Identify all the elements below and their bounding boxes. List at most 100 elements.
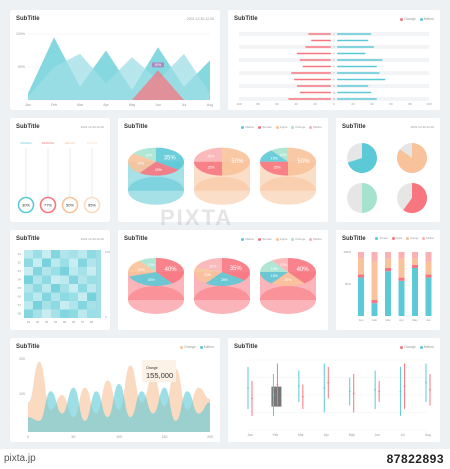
legend-item: Mellon bbox=[313, 237, 322, 241]
x-tick-label: 60 bbox=[275, 102, 279, 106]
stack-segment bbox=[398, 252, 405, 259]
heatmap-cell bbox=[51, 250, 60, 259]
heatmap-cell bbox=[87, 267, 96, 276]
x-tick-label: Jul bbox=[182, 103, 187, 107]
heatmap-cell bbox=[69, 301, 78, 310]
x-tick-label: May bbox=[349, 433, 355, 437]
legend: Tomato Apple Orange Mellon bbox=[372, 237, 434, 240]
row-label: 06 bbox=[18, 295, 22, 299]
range-midpoint bbox=[297, 385, 300, 388]
heatmap-cell bbox=[78, 258, 87, 267]
slice-label: 20% bbox=[284, 278, 291, 282]
col-label: 06 bbox=[72, 320, 76, 324]
heatmap-cell bbox=[78, 250, 87, 259]
heatmap-cell bbox=[69, 267, 78, 276]
range-midpoint bbox=[403, 385, 406, 388]
pie-slice bbox=[397, 143, 427, 173]
legend-item: Mellon bbox=[426, 237, 434, 241]
lollipop-chart: MANGO 30% BANANA 77% MELON 50% PEACH 95% bbox=[17, 141, 101, 214]
x-tick-label: 40 bbox=[294, 102, 298, 106]
stack-segment bbox=[425, 261, 432, 275]
bar-right bbox=[337, 98, 377, 100]
slice-label: 10% bbox=[280, 263, 287, 267]
row-label: 11 bbox=[333, 98, 336, 101]
heatmap-cell bbox=[60, 292, 69, 301]
heatmap-cell bbox=[87, 292, 96, 301]
panel-title: SubTitle bbox=[124, 236, 148, 242]
heatmap-cell bbox=[69, 250, 78, 259]
stack-segment bbox=[371, 300, 378, 304]
legend: Mellon Tomato Apple Orange Mellon bbox=[238, 237, 322, 241]
row-band bbox=[239, 71, 429, 75]
heatmap-cell bbox=[42, 258, 51, 267]
legend: Orange Mellon bbox=[397, 345, 434, 349]
slice-label: 25% bbox=[137, 161, 144, 165]
heatmap-cell bbox=[24, 284, 33, 293]
callout-label: Orange bbox=[146, 366, 158, 370]
heatmap-cell bbox=[42, 301, 51, 310]
pie-slice bbox=[128, 260, 156, 277]
legend-item: Orange bbox=[409, 237, 419, 241]
pie-slice bbox=[260, 161, 288, 176]
stack-segment bbox=[412, 264, 418, 268]
slice-label: 20% bbox=[204, 273, 211, 277]
cylinder-bottom bbox=[128, 286, 184, 314]
footer: pixta.jp 87822893 bbox=[0, 449, 450, 469]
range-midpoint bbox=[348, 390, 351, 393]
heatmap-cell bbox=[87, 301, 96, 310]
row-label: 6 bbox=[333, 66, 335, 69]
heatmap-cell bbox=[33, 267, 42, 276]
pie-slice bbox=[129, 272, 173, 286]
heatmap-cell bbox=[24, 258, 33, 267]
panel-date: 2001.12.30.12.00 bbox=[186, 17, 214, 21]
row-band bbox=[239, 90, 429, 95]
col-label: 08 bbox=[90, 320, 94, 324]
stack-segment bbox=[398, 280, 405, 316]
row-band bbox=[239, 45, 429, 49]
heatmap-cell bbox=[24, 292, 33, 301]
pie-slice bbox=[288, 258, 317, 284]
bar-left bbox=[299, 91, 331, 94]
category-label: MELON bbox=[65, 141, 76, 145]
heatmap-cell bbox=[69, 309, 78, 318]
row-label: 08 bbox=[18, 312, 22, 316]
pie-slice bbox=[362, 183, 377, 213]
cylinder-bottom bbox=[260, 176, 316, 205]
pie-slice bbox=[133, 147, 156, 162]
hbar-chart: 1 2 3 4 5 6 7 8 9 10 11 100 80 60 40 20 0 20 40 60 80 100 bbox=[236, 32, 432, 106]
slice-label: 25% bbox=[208, 166, 215, 170]
row-band bbox=[239, 58, 429, 62]
heatmap-cell bbox=[33, 250, 42, 259]
row-label: 2 bbox=[333, 40, 335, 43]
panel-title: SubTitle bbox=[234, 16, 258, 22]
legend: Mellon Tomato Apple Orange Mellon bbox=[238, 125, 322, 129]
stack-segment bbox=[385, 252, 391, 259]
slice-label: 15% bbox=[146, 153, 153, 157]
heatmap-cell bbox=[78, 309, 87, 318]
slice-label: 15% bbox=[271, 267, 278, 271]
range-midpoint bbox=[374, 388, 377, 391]
stacked-panel: SubTitle Tomato Apple Orange Mellon 100%… bbox=[336, 230, 440, 330]
slice-label: 10% bbox=[280, 153, 287, 157]
row-label: 03 bbox=[18, 269, 22, 273]
value-label: 95% bbox=[88, 203, 96, 208]
heatmap-cell bbox=[78, 292, 87, 301]
bar-left bbox=[299, 59, 331, 61]
legend: Orange Mellon bbox=[397, 17, 434, 21]
bar-right bbox=[337, 46, 375, 48]
y-tick-label: 200 bbox=[19, 357, 25, 361]
pie3d-panel-a: SubTitle Mellon Tomato Apple Orange Mell… bbox=[118, 118, 328, 222]
x-tick-label: Jan bbox=[25, 103, 31, 107]
stack-segment bbox=[371, 252, 378, 262]
heatmap-cell bbox=[51, 267, 60, 276]
pie3d-chart: 35%25%25%15%50%25%25%50%25%15%10% bbox=[128, 147, 316, 205]
pie-slice bbox=[288, 147, 316, 176]
panel-title: SubTitle bbox=[16, 344, 40, 350]
heatmap-cell bbox=[51, 258, 60, 267]
heatmap-cell bbox=[51, 292, 60, 301]
legend-item: Tomato bbox=[379, 237, 388, 241]
watermark-text: PIXTA bbox=[160, 205, 234, 230]
heatmap-cell bbox=[69, 292, 78, 301]
pies-panel: SubTitle 2001.12.30.12.00 bbox=[336, 118, 440, 222]
stack-segment bbox=[358, 274, 364, 278]
